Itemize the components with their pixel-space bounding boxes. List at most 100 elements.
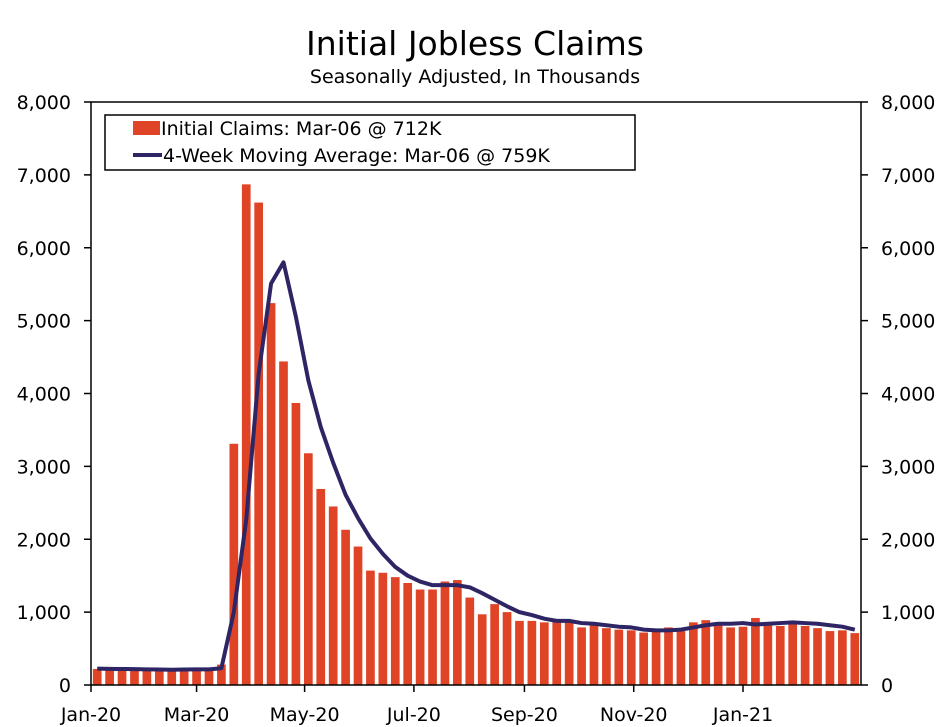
bar-initial-claims (527, 620, 537, 685)
bar-initial-claims (217, 664, 226, 685)
legend-bar-swatch (133, 121, 160, 135)
bar-initial-claims (676, 631, 686, 685)
x-tick-label: Sep-20 (491, 704, 558, 726)
bar-initial-claims (713, 625, 723, 685)
y-tick-label-right: 7,000 (881, 165, 935, 187)
y-tick-label-right: 4,000 (881, 384, 935, 406)
y-tick-label-right: 2,000 (881, 529, 935, 551)
bar-initial-claims (775, 625, 785, 685)
y-tick-label-left: 8,000 (17, 92, 71, 114)
bar-initial-claims (763, 622, 773, 685)
y-tick-label-left: 7,000 (17, 165, 71, 187)
bar-initial-claims (241, 184, 251, 685)
y-tick-label-right: 5,000 (881, 311, 935, 333)
bar-initial-claims (502, 612, 512, 686)
legend-box (104, 114, 636, 171)
plot-frame (90, 101, 862, 686)
bar-initial-claims (167, 669, 177, 685)
bar-initial-claims (577, 627, 586, 685)
bar-initial-claims (552, 621, 562, 685)
bar-initial-claims (602, 628, 611, 685)
y-tick-label-left: 3,000 (17, 456, 71, 478)
x-axis: Jan-20 Mar-20 May-20 Jul-20 Sep-20 Nov-20 Jan-… (60, 685, 773, 726)
bar-initial-claims (626, 630, 636, 685)
legend-label-moving-average: 4-Week Moving Average: Mar-06 @ 759K (163, 145, 550, 167)
bar-initial-claims (117, 669, 127, 685)
bar-initial-claims (440, 581, 450, 685)
bar-initial-claims (105, 668, 114, 685)
bar-initial-claims (92, 668, 102, 685)
bar-initial-claims (341, 529, 350, 685)
bar-initial-claims (564, 622, 574, 685)
bar-initial-claims (850, 633, 860, 685)
bar-initial-claims (254, 202, 263, 685)
bar-initial-claims (701, 620, 711, 685)
legend-label-initial-claims: Initial Claims: Mar-06 @ 712K (161, 118, 442, 140)
y-tick-label-right: 8,000 (881, 92, 935, 114)
bar-initial-claims (465, 597, 475, 685)
bar-initial-claims (490, 604, 499, 685)
bar-initial-claims (403, 582, 413, 685)
bar-initial-claims (639, 632, 648, 685)
bar-initial-claims (589, 623, 599, 685)
bar-initial-claims (651, 630, 661, 685)
y-tick-label-right: 0 (881, 675, 893, 697)
x-tick-label: Nov-20 (600, 704, 668, 726)
bar-initial-claims (204, 669, 214, 685)
bar-initial-claims (539, 622, 549, 685)
bars-layer (92, 184, 860, 686)
bar-initial-claims (378, 572, 388, 685)
bar-initial-claims (142, 670, 152, 685)
bar-initial-claims (428, 589, 437, 685)
y-tick-label-right: 6,000 (881, 238, 935, 260)
y-tick-label-left: 0 (59, 675, 71, 697)
bar-initial-claims (130, 669, 139, 685)
y-tick-label-left: 6,000 (17, 238, 71, 260)
y-tick-label-left: 4,000 (17, 384, 71, 406)
bar-initial-claims (179, 669, 189, 685)
bar-initial-claims (614, 629, 624, 685)
bar-initial-claims (390, 577, 400, 685)
line-moving-average (97, 260, 856, 672)
legend: Initial Claims: Mar-06 @ 712K 4-Week Mov… (104, 114, 636, 171)
bar-initial-claims (366, 570, 375, 685)
y-tick-label-right: 1,000 (881, 602, 935, 624)
x-tick-label: Jan-21 (712, 704, 773, 726)
y-axis-left: 0 1,000 2,000 3,000 4,000 5,000 6,000 7,000 8,00… (17, 92, 91, 697)
y-tick-label-left: 2,000 (17, 529, 71, 551)
bar-initial-claims (838, 630, 847, 685)
bar-initial-claims (825, 631, 835, 685)
y-tick-label-left: 1,000 (17, 602, 71, 624)
bar-initial-claims (266, 303, 276, 685)
bar-initial-claims (477, 614, 487, 685)
bar-initial-claims (751, 617, 760, 685)
bar-initial-claims (229, 443, 239, 685)
bar-initial-claims (303, 453, 313, 685)
bar-initial-claims (316, 488, 326, 685)
bar-initial-claims (515, 620, 524, 685)
line-layer (97, 260, 856, 672)
chart-title: Initial Jobless Claims (306, 24, 644, 63)
chart-subtitle: Seasonally Adjusted, In Thousands (310, 66, 640, 88)
bar-initial-claims (415, 589, 425, 685)
y-tick-label-left: 5,000 (17, 311, 71, 333)
x-tick-label: Jan-20 (60, 704, 121, 726)
bar-initial-claims (279, 361, 288, 685)
bar-initial-claims (738, 626, 748, 685)
bar-initial-claims (688, 622, 698, 685)
bar-initial-claims (154, 669, 164, 685)
bar-initial-claims (328, 506, 338, 685)
x-tick-label: Jul-20 (386, 704, 441, 726)
y-axis-right: 0 1,000 2,000 3,000 4,000 5,000 6,000 7,000 8,00… (861, 92, 935, 697)
bar-initial-claims (353, 546, 363, 685)
bar-initial-claims (726, 627, 735, 685)
bar-initial-claims (664, 627, 673, 685)
bar-initial-claims (813, 628, 822, 685)
x-tick-label: May-20 (270, 704, 340, 726)
bar-initial-claims (800, 625, 810, 685)
y-tick-label-right: 3,000 (881, 456, 935, 478)
bar-initial-claims (453, 580, 462, 685)
bar-initial-claims (788, 624, 798, 685)
